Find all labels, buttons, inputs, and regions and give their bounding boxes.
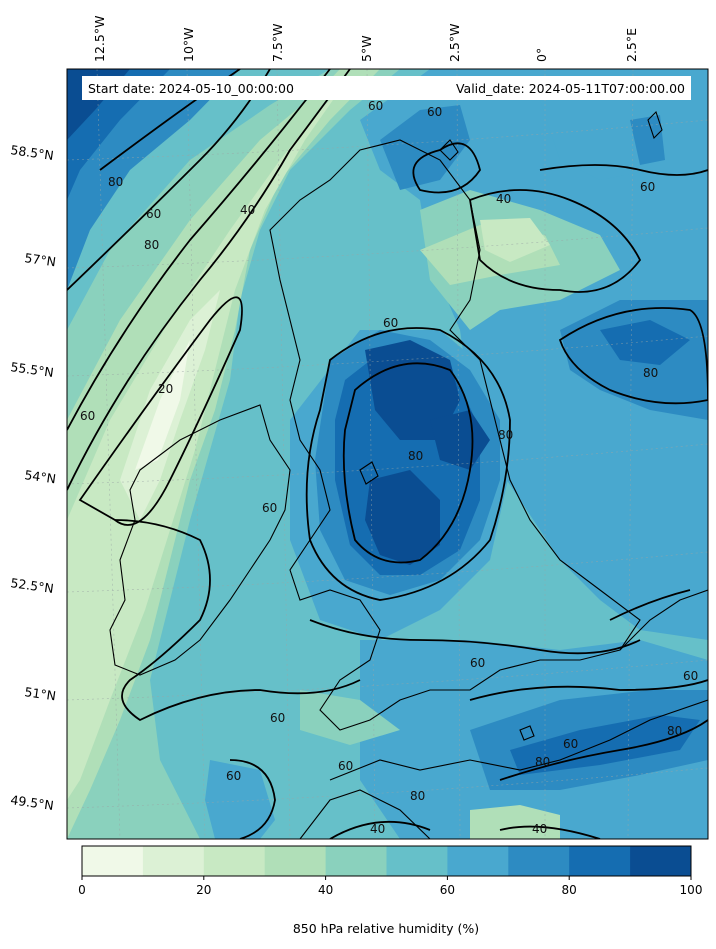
colorbar-segment: [142, 846, 205, 876]
contour-label: 80: [535, 755, 550, 769]
colorbar-tick-label: 80: [562, 883, 577, 897]
colorbar-segment: [569, 846, 631, 876]
contour-label: 40: [532, 822, 547, 836]
colorbar-segment: [203, 846, 266, 876]
contour-label: 80: [410, 789, 425, 803]
contour-label: 60: [226, 769, 241, 783]
humidity-fill-band: [470, 805, 560, 839]
humidity-fill-band: [135, 340, 190, 470]
lon-label: 2.5°E: [624, 28, 639, 62]
colorbar-segment: [325, 846, 387, 876]
contour-lines: [67, 69, 708, 839]
humidity-fill-band: [430, 410, 490, 470]
humidity-fill-band: [600, 320, 690, 365]
lat-label: 54°N: [24, 467, 57, 486]
lat-label: 57°N: [24, 250, 57, 269]
contour-label: 80: [643, 366, 658, 380]
start-date-text: Start date: 2024-05-10_00:00:00: [88, 81, 294, 96]
lat-label: 49.5°N: [10, 792, 55, 813]
colorbar-segment: [264, 846, 327, 876]
colorbar-tick-label: 20: [196, 883, 211, 897]
colorbar-segment: [386, 846, 448, 876]
lat-label: 52.5°N: [10, 575, 55, 596]
contour-label: 60: [383, 316, 398, 330]
lat-label: 55.5°N: [10, 359, 55, 380]
valid-date-text: Valid_date: 2024-05-11T07:00:00.00: [456, 81, 685, 96]
contour-label: 60: [470, 656, 485, 670]
humidity-fill-band: [365, 470, 440, 565]
colorbar-tick-label: 0: [78, 883, 86, 897]
lon-label: 12.5°W: [92, 16, 107, 62]
humidity-fill-band: [510, 715, 700, 775]
contour-label: 80: [108, 175, 123, 189]
latitude-axis: 58.5°N 57°N 55.5°N 54°N 52.5°N 51°N 49.5…: [10, 142, 57, 813]
colorbar: [82, 846, 692, 876]
contour-label: 60: [683, 669, 698, 683]
colorbar-tick-label: 60: [440, 883, 455, 897]
coastlines: [109, 110, 708, 839]
contour-label: 60: [146, 207, 161, 221]
lon-label: 2.5°W: [447, 24, 462, 63]
humidity-fill-band: [67, 69, 380, 839]
colorbar-segment: [447, 846, 509, 876]
contour-label-group: 60 60 80 60 80 40 40 60 60 20 60 60 80 8…: [80, 99, 698, 836]
map-frame: [66, 68, 709, 840]
colorbar-label: 850 hPa relative humidity (%): [293, 921, 479, 936]
colorbar-segment: [82, 846, 144, 876]
colorbar-segment: [508, 846, 570, 876]
contour-label: 60: [270, 711, 285, 725]
contour-label: 40: [240, 203, 255, 217]
contour-label: 80: [408, 449, 423, 463]
contour-label: 60: [338, 759, 353, 773]
contour-label: 60: [262, 501, 277, 515]
lon-label: 0°: [534, 48, 549, 62]
humidity-fill-band: [67, 90, 340, 800]
map-panel: 60 60 80 60 80 40 40 60 60 20 60 60 80 8…: [67, 69, 708, 839]
humidity-fill-band: [540, 95, 660, 180]
humidity-fill-band: [480, 218, 550, 262]
humidity-fill-band: [300, 690, 400, 745]
humidity-fill-band: [205, 760, 275, 839]
humidity-fill-band: [630, 115, 665, 165]
lat-label: 58.5°N: [10, 142, 55, 163]
contour-label: 60: [80, 409, 95, 423]
contour-label: 80: [498, 428, 513, 442]
contour-label: 60: [640, 180, 655, 194]
lat-label: 51°N: [24, 684, 57, 703]
contour-label: 60: [368, 99, 383, 113]
longitude-axis: 12.5°W 10°W 7.5°W 5°W 2.5°W 0° 2.5°E: [92, 16, 639, 62]
contour-label: 20: [158, 382, 173, 396]
humidity-fill-band: [67, 69, 400, 839]
contour-label: 60: [563, 737, 578, 751]
lon-label: 10°W: [181, 27, 196, 62]
graticule: [67, 69, 708, 839]
lon-label: 5°W: [359, 35, 374, 62]
contour-label: 40: [370, 822, 385, 836]
contour-label: 80: [667, 724, 682, 738]
contour-label: 60: [427, 105, 442, 119]
contour-label: 80: [144, 238, 159, 252]
humidity-fill-band: [380, 105, 470, 190]
colorbar-ticks: 0 20 40 60 80 100: [78, 876, 702, 897]
lon-label: 7.5°W: [270, 24, 285, 63]
colorbar-segment: [630, 846, 692, 876]
colorbar-frame: [81, 845, 692, 877]
header-box: [82, 76, 691, 100]
colorbar-tick-label: 100: [680, 883, 703, 897]
contour-label: 40: [496, 192, 511, 206]
colorbar-tick-label: 40: [318, 883, 333, 897]
